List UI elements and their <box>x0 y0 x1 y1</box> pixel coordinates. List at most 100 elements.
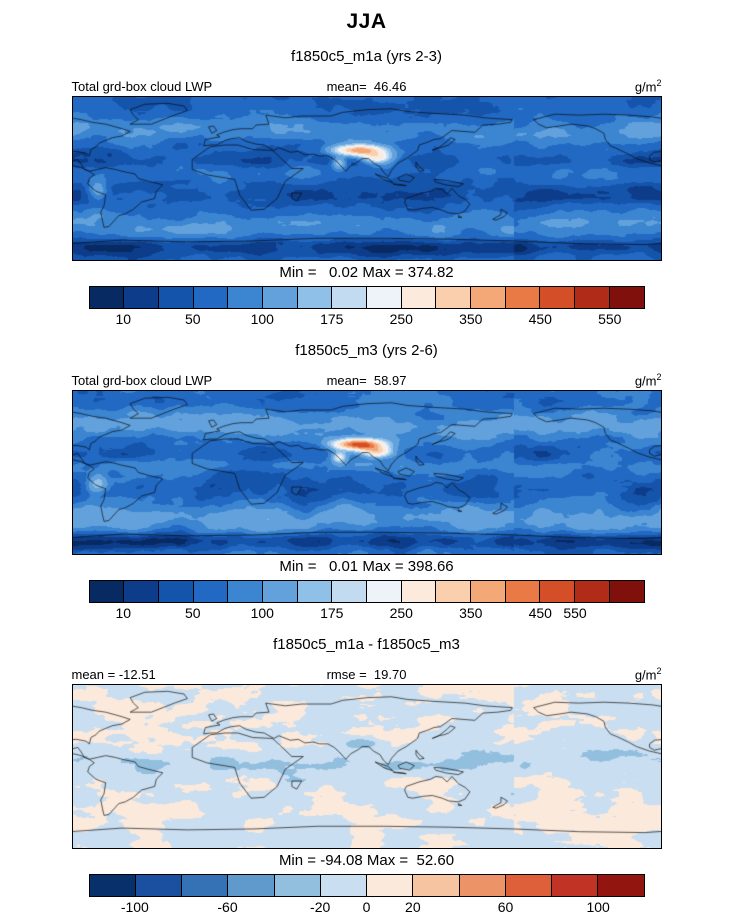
colorbar-segment <box>227 875 274 896</box>
colorbar-segment <box>470 581 505 602</box>
colorbar-segment <box>458 875 505 896</box>
panel2-colorbar: 10 50 100 175 250 350 450 550 <box>88 580 645 622</box>
colorbar-tick-label: -100 <box>120 899 149 915</box>
colorbar-strip <box>88 874 645 897</box>
panel3-units-label: g/m2 <box>635 666 662 682</box>
colorbar-segment <box>227 581 262 602</box>
figure-title: JJA <box>346 10 387 33</box>
colorbar-tick-label: 10 <box>115 605 132 621</box>
colorbar-segment <box>470 287 505 308</box>
colorbar-segment <box>435 287 471 308</box>
units-exponent: 2 <box>656 665 662 676</box>
colorbar-segment <box>400 581 436 602</box>
colorbar-segment <box>157 287 193 308</box>
colorbar-segment <box>134 875 181 896</box>
colorbar-segment <box>181 875 228 896</box>
colorbar-segment <box>366 875 413 896</box>
map-canvas-panel3 <box>71 684 662 849</box>
units-base: g/m <box>634 79 657 94</box>
colorbar-segment <box>261 581 297 602</box>
colorbar-segment <box>366 287 401 308</box>
panel3-minmax-label: Min = -94.08 Max = 52.60 <box>278 852 455 869</box>
colorbar-segment <box>597 875 644 896</box>
colorbar-tick-label: 60 <box>497 899 514 915</box>
panel1-subtitle: f1850c5_m1a (yrs 2-3) <box>291 48 442 65</box>
colorbar-segment <box>319 875 366 896</box>
colorbar-segment <box>157 581 193 602</box>
panel1-minmax-label: Min = 0.02 Max = 374.82 <box>279 264 454 281</box>
colorbar-segment <box>89 581 124 602</box>
colorbar-tick-label: 20 <box>405 899 421 915</box>
panel3-header-row: mean = -12.51 rmse = 19.70 g/m2 <box>72 665 662 682</box>
panel-1: Total grd-box cloud LWP mean= 46.46 g/m2… <box>71 77 662 328</box>
colorbar-tick-label: 250 <box>389 311 413 327</box>
colorbar-tick-label: 50 <box>184 605 201 621</box>
colorbar-tick-label: 450 <box>528 311 552 327</box>
panel3-colorbar: -100 -60 -20 0 20 60 100 <box>88 874 645 916</box>
colorbar-segment <box>123 581 158 602</box>
colorbar-segment <box>331 287 366 308</box>
colorbar-tick-label: 100 <box>250 605 274 621</box>
colorbar-tick-row: -100 -60 -20 0 20 60 100 <box>89 897 645 916</box>
colorbar-tick-label: 250 <box>389 605 413 621</box>
panel1-colorbar: 10 50 100 175 250 350 450 550 <box>88 286 645 328</box>
colorbar-tick-row: 10 50 100 175 250 350 450 550 <box>89 603 645 622</box>
colorbar-segment <box>504 875 551 896</box>
colorbar-tick-label: 10 <box>115 311 132 327</box>
panel1-mean-label: mean= 46.46 <box>326 79 407 94</box>
units-base: g/m <box>634 373 657 388</box>
colorbar-tick-label: 550 <box>598 311 622 327</box>
colorbar-segment <box>608 581 644 602</box>
colorbar-tick-label: 0 <box>362 899 371 915</box>
map-canvas-panel1 <box>71 96 662 261</box>
colorbar-segment <box>273 875 320 896</box>
colorbar-segment <box>400 287 436 308</box>
panel1-header-row: Total grd-box cloud LWP mean= 46.46 g/m2 <box>72 77 662 94</box>
colorbar-tick-label: 350 <box>459 605 483 621</box>
colorbar-segment <box>539 581 575 602</box>
panel3-subtitle: f1850c5_m1a - f1850c5_m3 <box>273 636 460 653</box>
units-base: g/m <box>634 667 657 682</box>
panel2-units-label: g/m2 <box>635 372 662 388</box>
panel3-mean-label: mean = -12.51 <box>71 667 156 682</box>
colorbar-tick-label: -60 <box>217 899 238 915</box>
colorbar-segment <box>227 287 262 308</box>
colorbar-tick-label: 550 <box>563 605 587 621</box>
panel1-units-label: g/m2 <box>635 78 662 94</box>
panel1-variable-label: Total grd-box cloud LWP <box>71 79 213 94</box>
colorbar-tick-label: 50 <box>184 311 201 327</box>
panel2-variable-label: Total grd-box cloud LWP <box>71 373 213 388</box>
colorbar-segment <box>504 581 540 602</box>
colorbar-strip <box>88 580 645 603</box>
panel-2: Total grd-box cloud LWP mean= 58.97 g/m2… <box>71 371 662 622</box>
colorbar-segment <box>412 875 459 896</box>
colorbar-segment <box>435 581 471 602</box>
colorbar-tick-label: 100 <box>250 311 274 327</box>
colorbar-tick-label: 350 <box>459 311 483 327</box>
panel2-mean-label: mean= 58.97 <box>326 373 407 388</box>
colorbar-strip <box>88 286 645 309</box>
colorbar-segment <box>331 581 366 602</box>
colorbar-segment <box>574 581 609 602</box>
colorbar-segment <box>89 875 135 896</box>
colorbar-tick-label: 100 <box>586 899 610 915</box>
colorbar-segment <box>574 287 609 308</box>
colorbar-segment <box>296 581 332 602</box>
map-canvas-panel2 <box>71 390 662 555</box>
colorbar-segment <box>366 581 401 602</box>
colorbar-segment <box>192 581 228 602</box>
colorbar-tick-label: 175 <box>320 311 344 327</box>
panel2-minmax-label: Min = 0.01 Max = 398.66 <box>279 558 454 575</box>
units-exponent: 2 <box>656 77 662 88</box>
colorbar-segment <box>89 287 124 308</box>
panel-3: mean = -12.51 rmse = 19.70 g/m2 Min = -9… <box>71 665 662 916</box>
units-exponent: 2 <box>656 371 662 382</box>
panel3-rmse-label: rmse = 19.70 <box>326 667 407 682</box>
colorbar-segment <box>551 875 598 896</box>
colorbar-segment <box>296 287 332 308</box>
colorbar-tick-label: 175 <box>320 605 344 621</box>
panel2-subtitle: f1850c5_m3 (yrs 2-6) <box>295 342 438 359</box>
colorbar-segment <box>192 287 228 308</box>
colorbar-segment <box>261 287 297 308</box>
